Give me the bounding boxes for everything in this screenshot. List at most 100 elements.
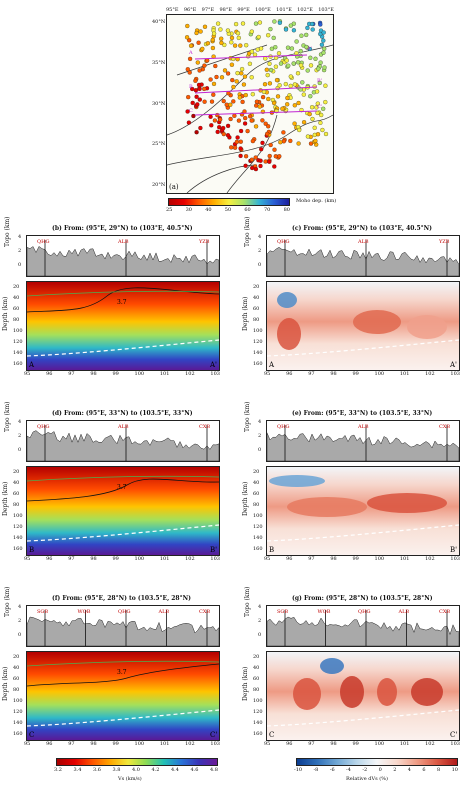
x-tick: 96	[286, 741, 293, 747]
profile-label-a: A	[189, 50, 193, 56]
x-tick: 97	[308, 741, 315, 747]
station-dot	[321, 38, 326, 43]
map-panel: 95°E 96°E 97°E 98°E 99°E 100°E 101°E 102°E 103°E…	[152, 7, 334, 196]
depth-tick: 120	[13, 524, 23, 530]
station-dot	[297, 127, 302, 133]
geo-unit-label: ALB	[357, 239, 369, 245]
profile-start-label: B	[29, 546, 34, 554]
vs-contour-line	[27, 663, 219, 687]
station-dot	[285, 95, 290, 101]
geo-unit-label: QHG	[277, 239, 289, 245]
x-tick: 95	[264, 741, 271, 747]
x-tick: 103	[210, 371, 220, 377]
station-dot	[225, 71, 231, 76]
station-dot	[208, 114, 213, 119]
station-dot	[283, 27, 289, 32]
station-dot	[259, 147, 264, 152]
x-tick-labels: 95 96 97 98 99 100 101 102 103	[264, 557, 460, 562]
x-tick: 101	[399, 371, 410, 377]
station-dot	[229, 62, 235, 67]
profile-start-label: A	[268, 361, 275, 369]
station-dot	[278, 61, 284, 66]
depth-tick: 40	[253, 480, 260, 486]
map-lon-ticks: 95°E 96°E 97°E 98°E 99°E 100°E 101°E 102°E 103°E	[166, 7, 334, 13]
station-dot	[215, 129, 220, 135]
station-dot	[240, 21, 246, 26]
vs-colorbar	[56, 758, 218, 766]
station-dot	[313, 138, 318, 144]
depth-tick: 20	[13, 654, 20, 660]
station-dot	[242, 74, 248, 79]
depth-tick: 100	[13, 698, 23, 704]
profile-end-label: B'	[210, 546, 217, 554]
station-dot	[301, 92, 306, 97]
panel-d: (d) From: (95°E, 33°N) to (103.5°E, 33°N…	[2, 401, 248, 568]
geo-unit-label: WQB	[78, 609, 91, 615]
station-dot	[221, 125, 226, 131]
moho-colorbar-ticks: 25 30 40 50 60 70 80	[166, 207, 290, 213]
depth-tick: 140	[253, 350, 263, 356]
anomaly-blob	[377, 678, 397, 706]
topo-tick: 0	[18, 262, 22, 268]
station-dot	[260, 118, 265, 123]
topography-profile: QHG ALB YZB	[266, 235, 460, 277]
station-dot	[266, 124, 271, 129]
station-dot	[289, 46, 295, 51]
panel-g: (g) From: (95°E, 28°N) to (103.5°E, 28°N…	[242, 586, 474, 753]
station-dot	[247, 114, 253, 119]
station-dot	[273, 45, 278, 50]
depth-tick: 20	[253, 654, 260, 660]
station-dot	[292, 103, 297, 108]
moho-dashed-line	[267, 524, 459, 542]
station-dot	[212, 118, 218, 123]
x-tick: 95	[24, 556, 31, 562]
profile-end-label: C'	[210, 731, 217, 739]
depth-tick: 40	[13, 480, 20, 486]
x-tick: 100	[134, 741, 145, 747]
station-dot	[318, 22, 323, 27]
station-dot	[308, 55, 313, 60]
station-dot	[229, 145, 234, 150]
topo-tick: 2	[18, 248, 22, 254]
station-dot	[221, 131, 226, 137]
station-dot	[314, 89, 320, 94]
profile-end-label: A'	[209, 361, 217, 369]
station-dot	[305, 25, 310, 31]
x-tick-labels: 95 96 97 98 99 100 101 102 103	[24, 372, 220, 377]
station-dot	[235, 135, 240, 140]
station-dot	[253, 155, 258, 160]
geo-unit-label: ALB	[158, 609, 170, 615]
x-tick: 97	[308, 371, 315, 377]
station-dot	[215, 112, 220, 118]
profile-a-line	[194, 54, 308, 60]
topography-profile: SGB WQB QHG ALB CXB	[26, 605, 220, 647]
station-dot	[268, 142, 273, 148]
dvs-cross-section: A A'	[266, 281, 460, 371]
dvs-cross-section: B B'	[266, 466, 460, 556]
x-tick: 101	[399, 556, 410, 562]
station-dot	[319, 42, 325, 47]
station-dot	[264, 67, 269, 72]
topo-ylabel: Topo (km)	[244, 401, 251, 432]
x-tick-labels: 95 96 97 98 99 100 101 102 103	[24, 557, 220, 562]
x-tick: 97	[68, 556, 75, 562]
station-dot	[315, 101, 320, 106]
depth-tick: 160	[253, 361, 263, 367]
x-tick: 99	[112, 371, 119, 377]
station-dot	[278, 140, 283, 145]
station-dot	[250, 138, 256, 144]
depth-tick: 160	[13, 731, 23, 737]
x-tick: 102	[185, 371, 195, 377]
station-dot	[185, 67, 190, 72]
station-dot	[321, 106, 326, 111]
x-tick: 97	[68, 371, 75, 377]
depth-tick: 40	[13, 295, 20, 301]
depth-tick: 60	[13, 306, 20, 312]
vs-contour-line-green	[27, 290, 219, 297]
topo-tick: 4	[18, 234, 22, 240]
station-dot	[258, 158, 263, 163]
station-dot	[310, 116, 315, 122]
station-dot	[296, 100, 301, 106]
x-tick: 99	[112, 741, 119, 747]
geo-unit-label: SGB	[37, 609, 48, 615]
